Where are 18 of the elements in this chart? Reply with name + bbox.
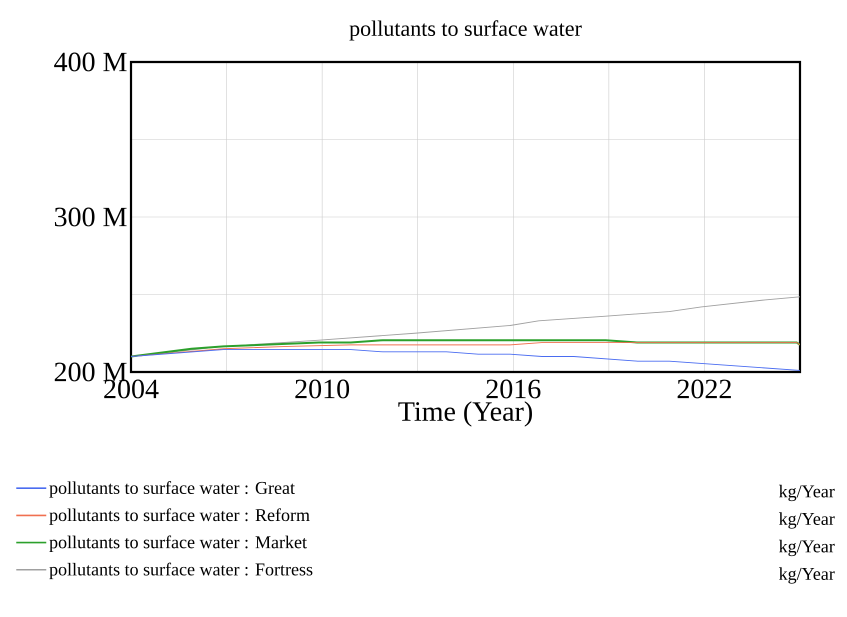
y-tick-label: 200 M bbox=[54, 362, 127, 382]
text: kg/Year bbox=[778, 484, 835, 502]
text: kg/Year bbox=[778, 512, 835, 529]
x-tick-label: 2004 bbox=[104, 380, 159, 398]
y-tick-label: 400 M bbox=[54, 52, 127, 72]
legend-label: pollutants to surface water : Great bbox=[49, 481, 295, 498]
legend-label: pollutants to surface water : Market bbox=[49, 535, 307, 552]
chart-title: pollutants to surface water bbox=[349, 20, 582, 40]
legend-label: pollutants to surface water : Fortress bbox=[49, 562, 312, 580]
x-tick-label: 2022 bbox=[678, 380, 731, 398]
x-axis-title: Time (Year) bbox=[398, 401, 532, 427]
text: kg/Year bbox=[778, 567, 835, 584]
text: kg/Year bbox=[778, 540, 835, 556]
legend-label: pollutants to surface water : Reform bbox=[49, 508, 310, 525]
x-tick-label: 2010 bbox=[295, 380, 350, 398]
line-series bbox=[131, 339, 800, 358]
x-tick-label: 2016 bbox=[486, 380, 540, 398]
y-tick-label: 300 M bbox=[54, 208, 127, 226]
